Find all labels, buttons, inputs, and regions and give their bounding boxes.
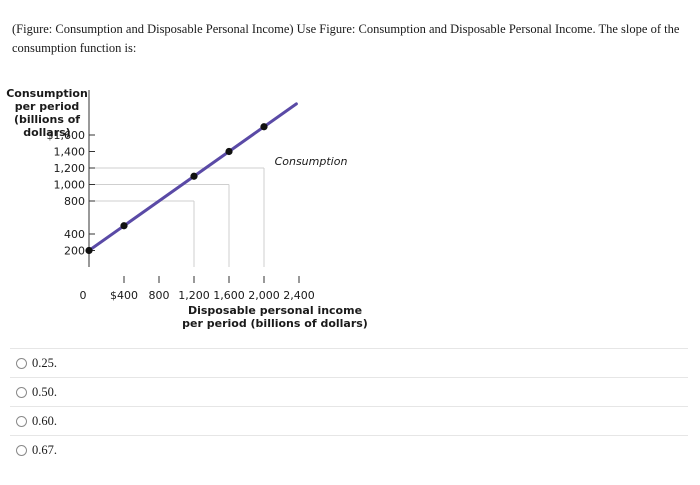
x-tick-label: 800 xyxy=(149,289,170,302)
data-point xyxy=(120,222,128,230)
y-tick-label: $1,600 xyxy=(47,129,86,142)
answer-option-label: 0.67. xyxy=(32,442,57,457)
y-axis-label: dollars) xyxy=(23,126,70,139)
data-point xyxy=(190,172,198,180)
data-point xyxy=(225,147,233,156)
y-tick-label: 800 xyxy=(64,195,85,208)
y-axis-label: Consumption xyxy=(6,87,88,100)
data-point xyxy=(260,123,268,131)
radio-button-icon[interactable] xyxy=(16,415,27,427)
y-axis-label: per period xyxy=(15,100,80,113)
x-tick-label: $400 xyxy=(110,289,138,302)
answer-option-3[interactable]: 0.60. xyxy=(10,406,688,435)
y-tick-label: 400 xyxy=(64,228,85,241)
answer-option-1[interactable]: 0.25. xyxy=(10,348,688,377)
y-tick-label: 1,200 xyxy=(54,162,86,175)
data-point xyxy=(85,246,93,255)
x-tick-label: 1,200 xyxy=(178,289,210,302)
origin-label: 0 xyxy=(80,289,87,302)
answer-option-label: 0.50. xyxy=(32,384,57,399)
x-axis-label: Disposable personal income xyxy=(188,304,362,317)
answer-option-4[interactable]: 0.67. xyxy=(10,435,688,464)
x-tick-label: 2,000 xyxy=(248,289,280,302)
question-text: (Figure: Consumption and Disposable Pers… xyxy=(12,22,680,55)
answer-option-2[interactable]: 0.50. xyxy=(10,377,688,406)
x-axis-label: per period (billions of dollars) xyxy=(182,317,368,330)
answer-option-label: 0.60. xyxy=(32,413,57,428)
y-tick-label: 200 xyxy=(64,245,85,258)
radio-button-icon[interactable] xyxy=(16,386,27,398)
y-axis-label: (billions of xyxy=(14,113,80,126)
y-tick-label: 1,400 xyxy=(54,146,86,159)
radio-button-icon[interactable] xyxy=(16,444,27,456)
x-tick-label: 2,400 xyxy=(283,289,315,302)
answer-option-label: 0.25. xyxy=(32,355,57,370)
radio-button-icon[interactable] xyxy=(16,357,27,369)
series-label: Consumption xyxy=(275,155,348,168)
x-tick-label: 1,600 xyxy=(213,289,245,302)
y-tick-label: 1,000 xyxy=(54,179,86,192)
